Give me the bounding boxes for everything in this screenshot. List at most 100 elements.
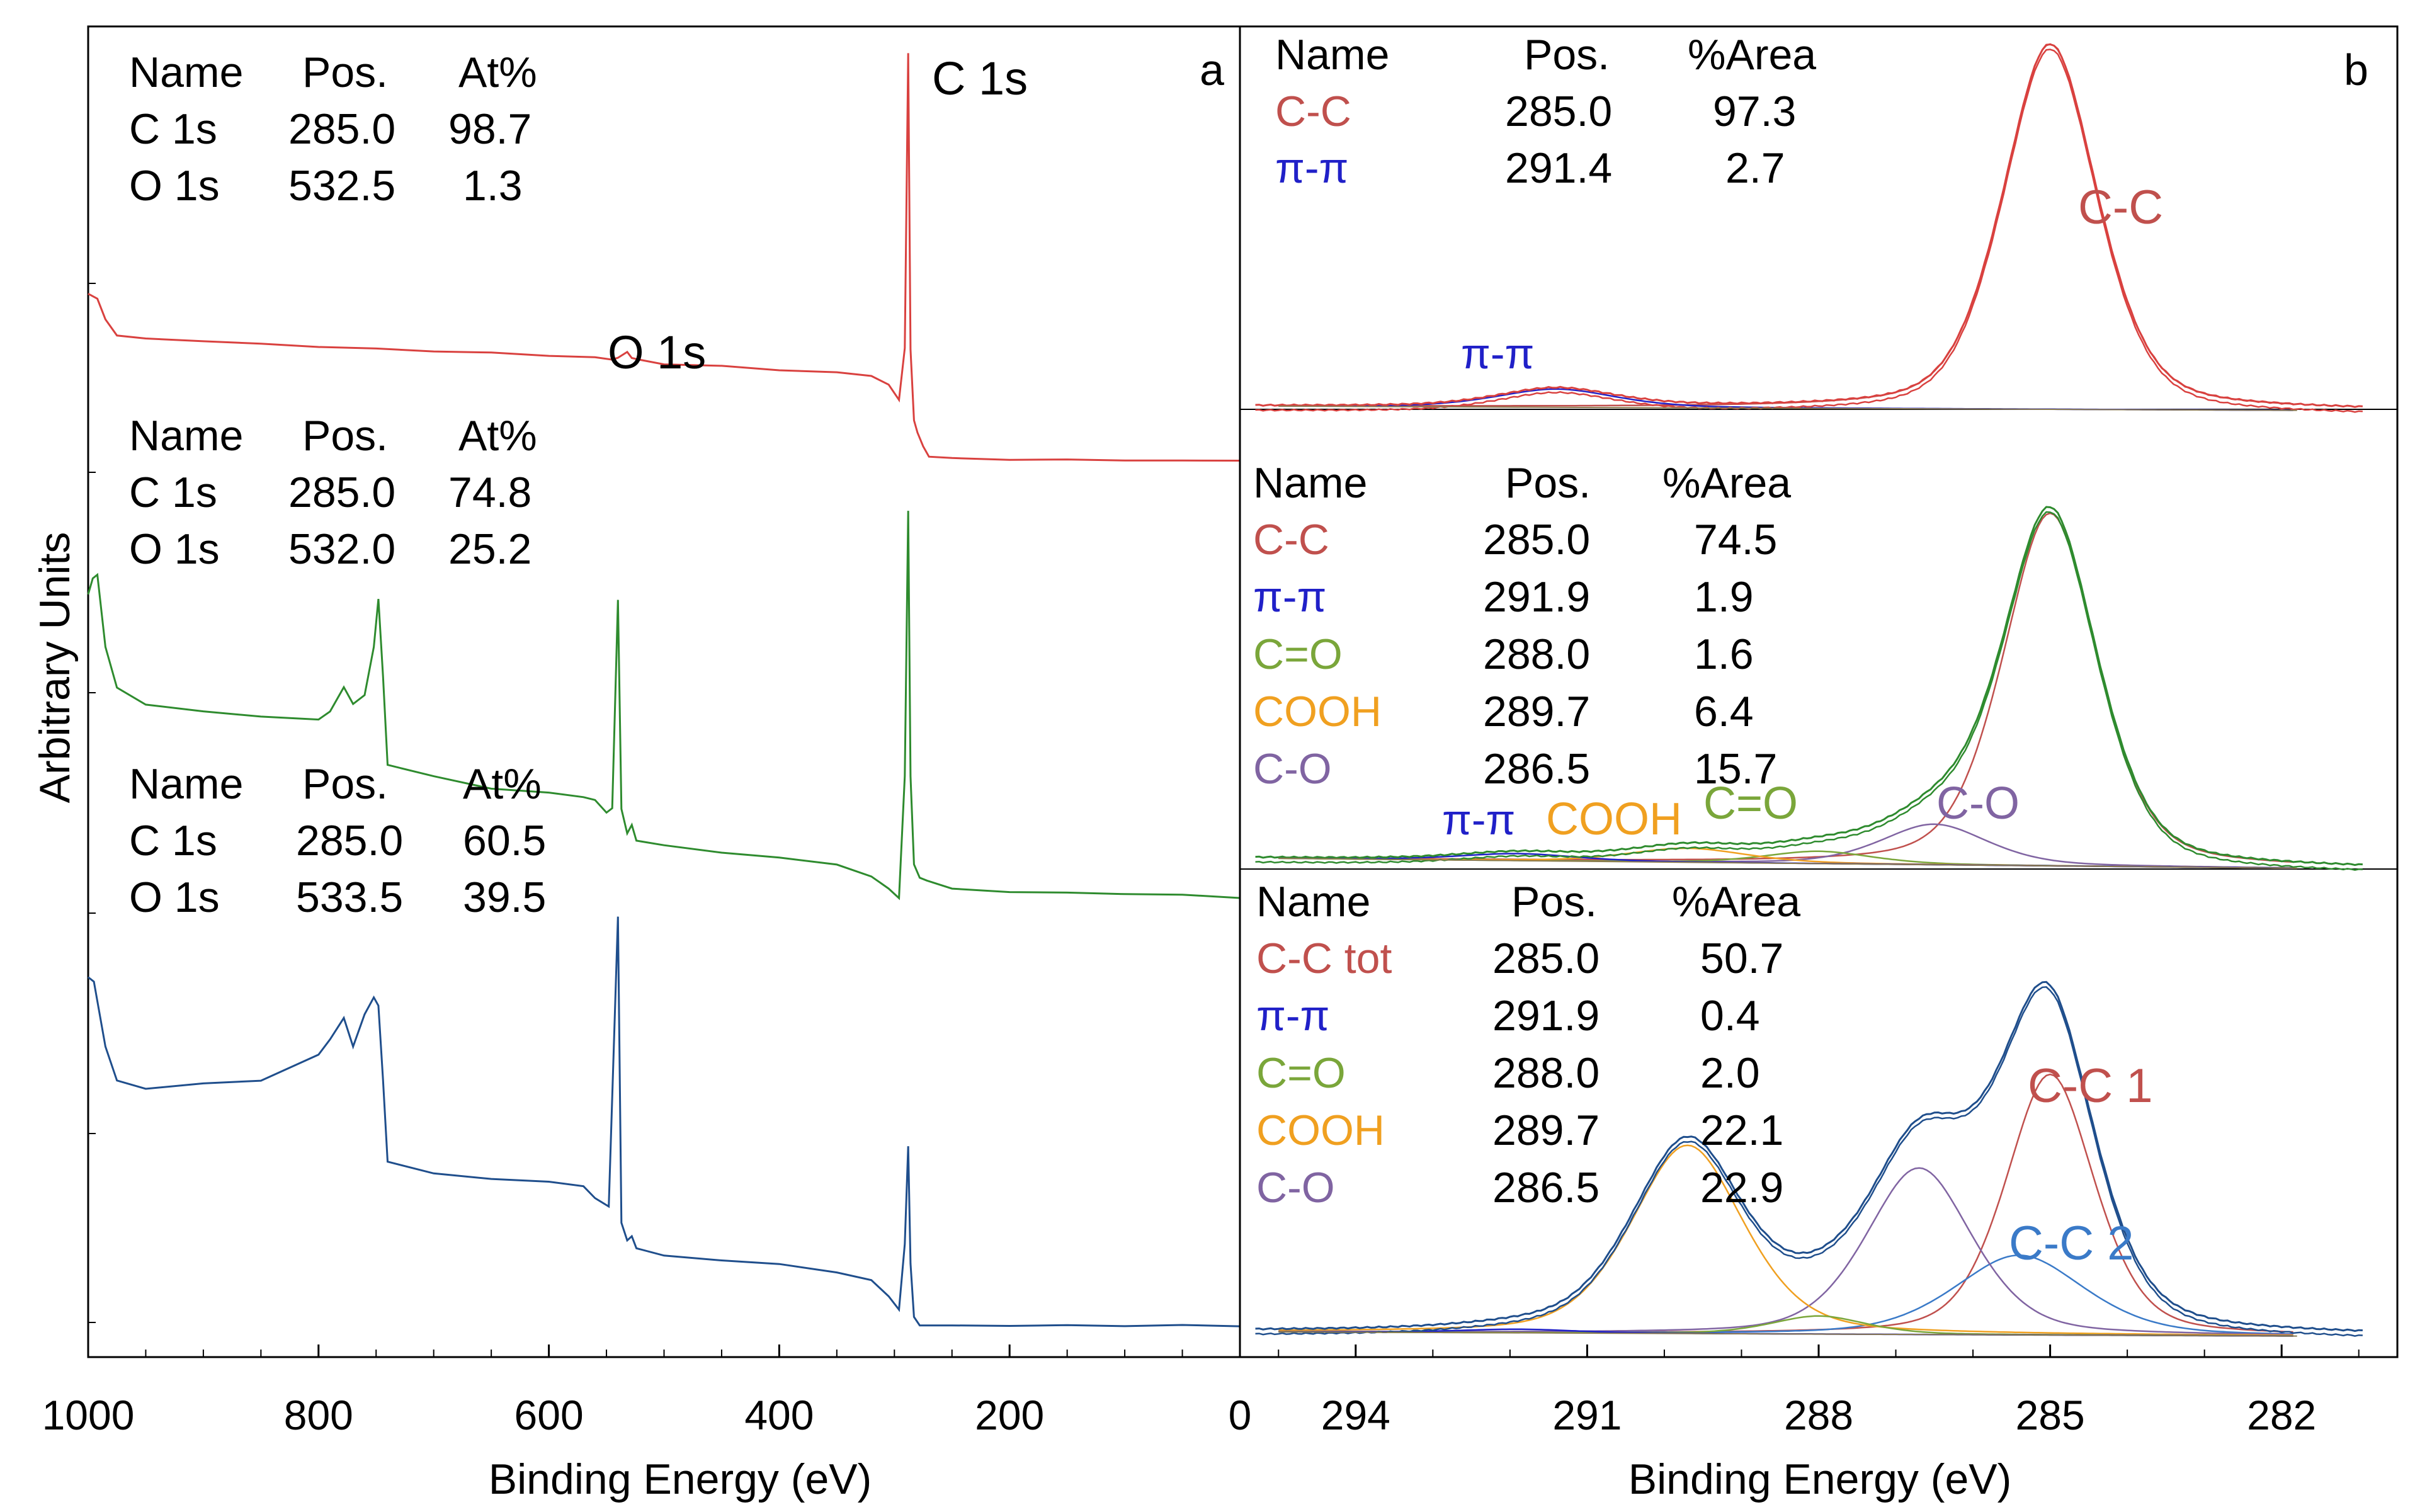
x-tick-label: 1000 <box>42 1392 135 1438</box>
table-cell: π-π <box>1253 573 1326 621</box>
panel-b-label: b <box>2344 45 2368 94</box>
green-envelope <box>1255 506 2363 867</box>
table-cell: O 1s <box>129 162 220 210</box>
table-cell: 1.6 <box>1694 630 1754 678</box>
table-cell: C 1s <box>129 469 217 516</box>
component-cooh <box>1278 1144 2293 1336</box>
table-header-name: Name <box>1253 459 1367 507</box>
table-cell: 288.0 <box>1483 630 1590 678</box>
table-cell: 532.5 <box>288 162 395 210</box>
table-cell: 289.7 <box>1483 688 1590 736</box>
table-cell: 291.9 <box>1492 992 1600 1040</box>
background-line <box>1278 858 2297 869</box>
table-cell: 25.2 <box>448 525 531 573</box>
panel-b: 294 291 288 285 282 b Name Pos. %Area C-C 28… <box>1239 25 2399 1503</box>
table-cell: C-C <box>1253 516 1329 564</box>
table-header-area: %Area <box>1672 878 1800 926</box>
y-axis-label: Arbitrary Units <box>31 532 79 804</box>
table-cell: 2.7 <box>1725 144 1785 192</box>
table-cell: 74.5 <box>1694 516 1777 564</box>
table-b-middle: Name Pos. %Area C-C 285.0 74.5 π-π 291.9 1.9 C… <box>1253 459 1791 793</box>
table-cell: 291.9 <box>1483 573 1590 621</box>
table-header-name: Name <box>129 760 243 808</box>
table-cell: C 1s <box>129 817 217 865</box>
panel-b-x-ticks: 294 291 288 285 282 <box>1278 1344 2360 1438</box>
table-cell: 285.0 <box>288 105 395 153</box>
table-cell: 98.7 <box>448 105 531 153</box>
panel-a-label: a <box>1200 45 1224 94</box>
red-envelope <box>1255 43 2363 408</box>
peak-label-cooh: COOH <box>1546 794 1682 844</box>
panel-a-series <box>87 53 1241 1327</box>
table-b-top: Name Pos. %Area C-C 285.0 97.3 π-π 291.4… <box>1275 31 1816 192</box>
table-cell: O 1s <box>129 873 220 921</box>
table-cell: 22.9 <box>1700 1164 1783 1212</box>
panel-a: 1000 800 600 400 200 0 a C 1s O 1s Name Pos. … <box>42 25 1251 1503</box>
table-cell: 285.0 <box>296 817 403 865</box>
blue-survey-spectrum <box>88 916 1241 1327</box>
table-green: Name Pos. At% C 1s 285.0 74.8 O 1s 532.0… <box>129 412 537 573</box>
table-cell: 74.8 <box>448 469 531 516</box>
table-header-pos: Pos. <box>1505 459 1591 507</box>
table-cell: 39.5 <box>463 873 546 921</box>
table-cell: 2.0 <box>1700 1049 1760 1097</box>
table-header-pos: Pos. <box>1524 31 1610 79</box>
x-tick-label: 282 <box>2247 1392 2316 1438</box>
table-cell: 50.7 <box>1700 935 1783 982</box>
table-header-pos: Pos. <box>302 48 388 96</box>
table-cell: 6.4 <box>1694 688 1754 736</box>
table-cell: 285.0 <box>1483 516 1590 564</box>
panel-a-left-ticks <box>88 283 96 1323</box>
table-cell: C=O <box>1256 1049 1346 1097</box>
table-header-name: Name <box>1256 878 1370 926</box>
table-cell: 15.7 <box>1694 745 1777 793</box>
table-cell: 289.7 <box>1492 1106 1600 1154</box>
table-header-name: Name <box>129 48 243 96</box>
table-cell: 285.0 <box>1505 88 1612 135</box>
peak-label-cc1: C-C 1 <box>2028 1059 2152 1113</box>
peak-label-pipi: π-π <box>1442 796 1515 844</box>
table-header-pos: Pos. <box>302 412 388 460</box>
table-cell: 97.3 <box>1713 88 1796 135</box>
table-b-bottom: Name Pos. %Area C-C tot 285.0 50.7 π-π 291.9… <box>1256 878 1800 1212</box>
background-line <box>1278 406 2297 411</box>
table-cell: π-π <box>1275 144 1348 192</box>
table-cell: 286.5 <box>1483 745 1590 793</box>
table-blue: Name Pos. At% C 1s 285.0 60.5 O 1s 533.5… <box>129 760 546 921</box>
panel-a-x-label: Binding Energy (eV) <box>489 1455 872 1503</box>
table-cell: 533.5 <box>296 873 403 921</box>
x-tick-label: 200 <box>975 1392 1044 1438</box>
table-header-at: At% <box>463 760 542 808</box>
table-cell: COOH <box>1253 688 1382 736</box>
table-cell: 60.5 <box>463 817 546 865</box>
table-cell: 288.0 <box>1492 1049 1600 1097</box>
x-tick-label: 294 <box>1321 1392 1390 1438</box>
table-cell: C-C <box>1275 88 1351 135</box>
table-cell: π-π <box>1256 992 1329 1040</box>
peak-label-cc2: C-C 2 <box>2009 1217 2134 1270</box>
table-header-pos: Pos. <box>302 760 388 808</box>
red-survey-spectrum <box>88 53 1241 462</box>
peak-label-co: C-O <box>1936 778 2020 829</box>
c1s-peak-label: C 1s <box>932 52 1028 105</box>
table-cell: 1.3 <box>463 162 523 210</box>
x-tick-label: 400 <box>744 1392 814 1438</box>
table-header-at: At% <box>458 412 537 460</box>
x-tick-label: 288 <box>1784 1392 1853 1438</box>
table-cell: 291.4 <box>1505 144 1612 192</box>
table-cell: C-O <box>1253 745 1332 793</box>
table-cell: C-C tot <box>1256 935 1392 982</box>
x-tick-label: 600 <box>514 1392 584 1438</box>
peak-label-cdo: C=O <box>1703 778 1798 829</box>
peak-label-cc: C-C <box>2078 181 2163 234</box>
table-cell: 22.1 <box>1700 1106 1783 1154</box>
table-header-area: %Area <box>1662 459 1791 507</box>
table-header-area: %Area <box>1688 31 1816 79</box>
table-cell: 0.4 <box>1700 992 1760 1040</box>
table-cell: 285.0 <box>288 469 395 516</box>
table-cell: O 1s <box>129 525 220 573</box>
table-cell: C 1s <box>129 105 217 153</box>
